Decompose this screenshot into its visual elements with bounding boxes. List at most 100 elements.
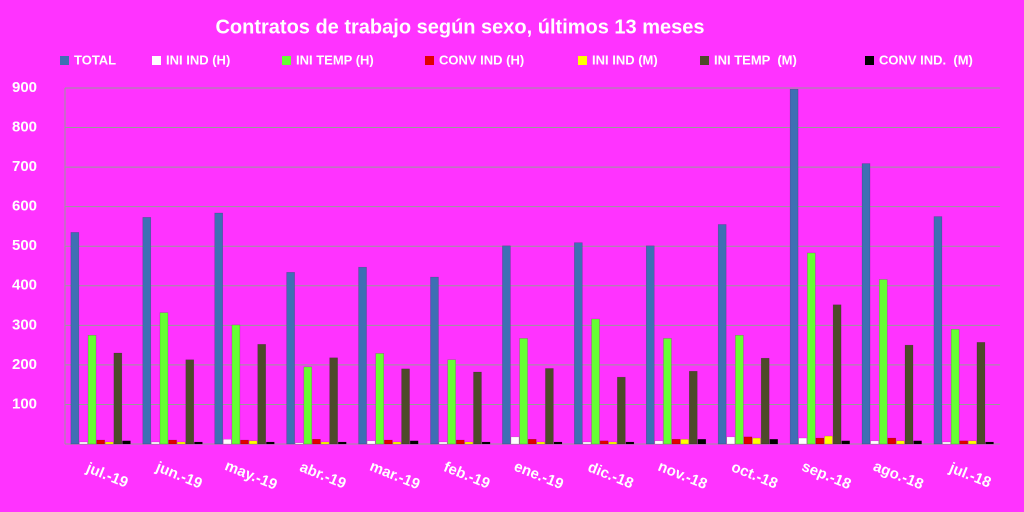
bar: [688, 370, 698, 445]
bar: [904, 344, 914, 445]
bar: [950, 329, 960, 445]
bar: [194, 441, 203, 445]
y-tick-label: 800: [12, 119, 37, 136]
bar: [976, 342, 986, 445]
bar: [96, 439, 105, 445]
bar: [896, 440, 905, 445]
bar: [582, 441, 592, 445]
bar: [824, 435, 833, 445]
bar: [878, 279, 888, 445]
bar: [968, 440, 977, 445]
legend-swatch: [865, 56, 874, 65]
bar: [375, 353, 385, 445]
bar: [294, 442, 304, 445]
bar: [870, 440, 879, 445]
legend-label: INI IND (H): [166, 52, 230, 67]
bar: [553, 441, 563, 445]
legend-label: INI TEMP (H): [296, 52, 374, 67]
y-tick-label: 400: [12, 277, 37, 294]
bar: [502, 245, 511, 445]
y-tick-label: 100: [12, 395, 37, 412]
bar: [654, 440, 664, 445]
bar: [231, 324, 241, 445]
y-tick-label: 300: [12, 316, 37, 333]
legend-label: INI TEMP (M): [714, 52, 797, 67]
bar: [617, 376, 626, 445]
bar: [142, 217, 152, 445]
bar: [409, 440, 419, 445]
bar: [438, 441, 448, 445]
bar: [861, 163, 871, 445]
bar: [430, 276, 439, 445]
bar: [671, 439, 681, 445]
bar: [105, 441, 114, 445]
bar: [366, 440, 376, 445]
bar: [735, 334, 744, 445]
bar: [933, 216, 943, 445]
bar: [257, 344, 266, 445]
bar: [697, 439, 707, 445]
bar: [510, 436, 520, 445]
bar: [887, 437, 897, 445]
bar: [329, 357, 338, 445]
bar: [760, 357, 770, 445]
legend-swatch: [425, 56, 434, 65]
bar: [401, 368, 410, 445]
bar: [913, 440, 922, 445]
bar: [743, 436, 753, 445]
bar: [599, 440, 609, 445]
bar: [574, 242, 583, 445]
y-tick-label: 600: [12, 198, 37, 215]
bar: [841, 440, 850, 445]
legend-swatch: [60, 56, 69, 65]
bar: [240, 439, 249, 445]
bar: [625, 441, 635, 445]
y-tick-label: 900: [12, 79, 37, 96]
bar: [286, 272, 295, 445]
bar: [447, 359, 456, 445]
bar: [159, 312, 169, 445]
bar: [481, 441, 491, 445]
bar: [769, 439, 779, 445]
bar: [726, 436, 736, 445]
legend-label: CONV IND (H): [439, 52, 524, 67]
bar: [832, 304, 842, 445]
bar: [223, 439, 232, 445]
bar: [789, 88, 799, 445]
bar: [320, 441, 330, 445]
bar: [645, 245, 655, 445]
y-tick-label: 200: [12, 356, 37, 373]
bar: [959, 440, 968, 445]
bar: [798, 437, 807, 445]
bar: [303, 366, 313, 445]
bar: [752, 437, 761, 445]
bar: [248, 440, 258, 445]
bar: [815, 437, 825, 445]
bar: [266, 441, 275, 445]
bar: [519, 338, 528, 445]
bar: [807, 252, 816, 445]
bar: [176, 441, 186, 445]
chart-title: Contratos de trabajo según sexo, últimos…: [215, 16, 704, 38]
bar: [87, 334, 97, 445]
bar: [122, 440, 131, 445]
bar: [591, 318, 600, 445]
bar: [358, 266, 367, 445]
bar: [456, 439, 465, 445]
y-tick-label: 500: [12, 237, 37, 254]
bar: [608, 441, 617, 445]
legend-swatch: [152, 56, 161, 65]
bar: [717, 224, 727, 445]
bar: [473, 371, 482, 445]
bar: [79, 441, 88, 445]
bar: [185, 359, 195, 445]
bar: [214, 212, 223, 445]
bar: [384, 439, 393, 445]
bar: [312, 439, 321, 445]
legend-swatch: [282, 56, 291, 65]
legend-swatch: [578, 56, 587, 65]
legend-label: TOTAL: [74, 52, 116, 67]
bar: [70, 232, 80, 445]
